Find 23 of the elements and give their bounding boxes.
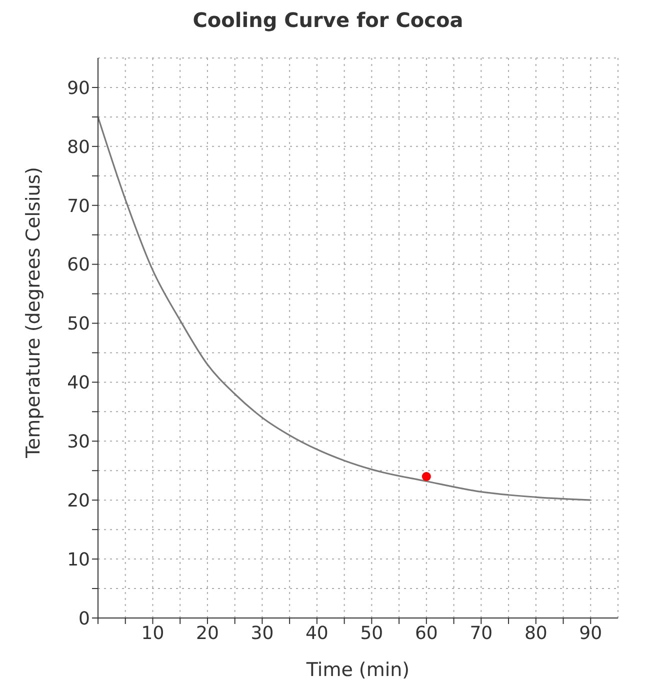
y-tick-label: 40 <box>67 372 90 394</box>
x-tick-label: 90 <box>579 622 602 644</box>
y-tick-label: 10 <box>67 549 90 570</box>
x-tick-label: 60 <box>414 622 438 644</box>
x-tick-label: 70 <box>470 622 493 644</box>
x-tick-label: 40 <box>305 622 328 644</box>
y-axis-title: Temperature (degrees Celsius) <box>22 166 45 459</box>
y-tick-label: 70 <box>67 196 90 217</box>
y-tick-label: 50 <box>67 314 90 335</box>
y-tick-label: 80 <box>67 136 90 158</box>
y-tick-label: 60 <box>67 254 90 276</box>
y-tick-label: 90 <box>67 78 90 99</box>
chart-title: Cooling Curve for Cocoa <box>192 8 464 34</box>
x-tick-label: 50 <box>360 622 384 644</box>
x-axis-title: Time (min) <box>305 659 410 681</box>
line-series <box>98 116 592 501</box>
y-tick-label: 0 <box>78 608 90 630</box>
x-tick-label: 20 <box>196 622 219 644</box>
y-tick-label: 20 <box>67 490 90 512</box>
x-tick-label: 10 <box>141 622 164 644</box>
y-tick-label: 30 <box>67 432 90 453</box>
x-tick-label: 30 <box>250 622 274 644</box>
x-tick-label: 80 <box>524 622 548 644</box>
